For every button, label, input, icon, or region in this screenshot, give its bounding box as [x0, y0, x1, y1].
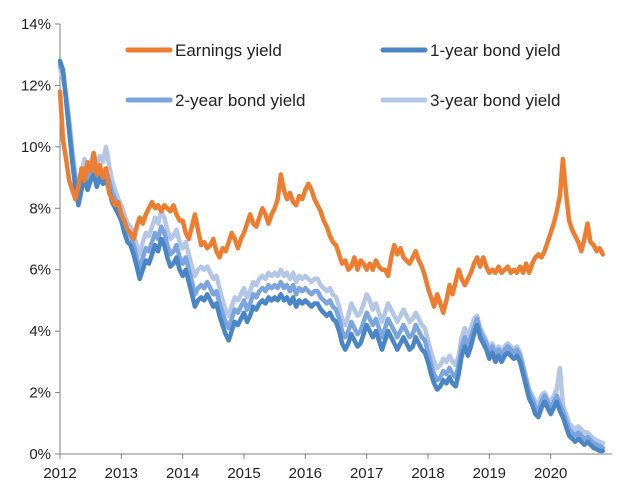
x-tick-label: 2015: [227, 465, 260, 482]
y-tick-label: 12%: [21, 77, 51, 94]
legend-entry-earnings-yield: Earnings yield: [125, 41, 282, 60]
x-tick-label: 2016: [289, 465, 322, 482]
y-tick-label: 6%: [29, 262, 51, 279]
legend-label-3-year-bond-yield: 3-year bond yield: [430, 91, 560, 110]
y-axis: 0% 2% 4% 6% 8% 10% 12% 14%: [21, 16, 61, 463]
series-line-2-year-bond-yield: [57, 61, 606, 451]
x-tick-label: 2017: [350, 465, 383, 482]
legend: Earnings yield 1-year bond yield 2-year …: [125, 41, 560, 110]
x-tick-label: 2018: [411, 465, 444, 482]
y-tick-label: 8%: [29, 200, 51, 217]
series-line-earnings-yield: [57, 89, 606, 315]
x-tick-label: 2019: [473, 465, 506, 482]
y-tick-label: 14%: [21, 16, 51, 33]
legend-label-earnings-yield: Earnings yield: [175, 41, 282, 60]
legend-entry-1-year-bond-yield: 1-year bond yield: [380, 41, 560, 60]
legend-label-2-year-bond-yield: 2-year bond yield: [175, 91, 305, 110]
x-tick-label: 2014: [166, 465, 199, 482]
y-tick-label: 4%: [29, 323, 51, 340]
y-tick-label: 10%: [21, 139, 51, 156]
x-tick-label: 2020: [534, 465, 567, 482]
legend-entry-2-year-bond-yield: 2-year bond yield: [125, 91, 305, 110]
legend-label-1-year-bond-yield: 1-year bond yield: [430, 41, 560, 60]
x-tick-label: 2012: [43, 465, 76, 482]
x-axis: 2012 2013 2014 2015 2016 2017 2018 2019 2020: [43, 453, 612, 482]
plot-lines: [57, 58, 606, 454]
x-tick-label: 2013: [105, 465, 138, 482]
legend-entry-3-year-bond-yield: 3-year bond yield: [380, 91, 560, 110]
series-line-1-year-bond-yield: [57, 58, 606, 454]
y-tick-label: 2%: [29, 385, 51, 402]
y-tick-label: 0%: [29, 446, 51, 463]
